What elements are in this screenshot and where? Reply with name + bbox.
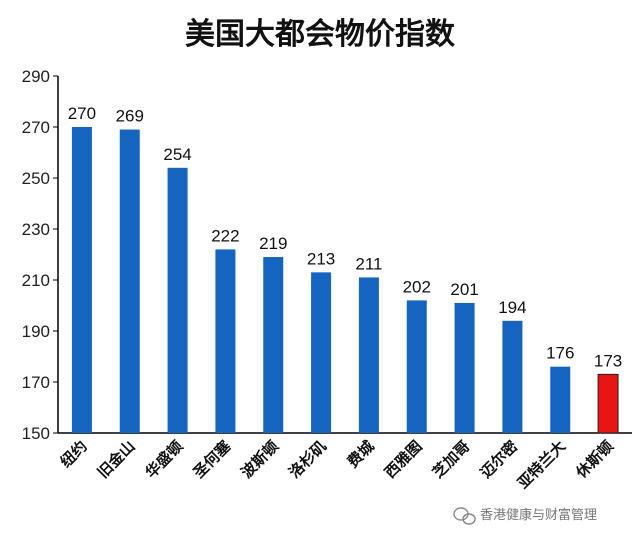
value-label: 213 — [307, 249, 335, 268]
bar — [358, 277, 379, 433]
bar — [597, 373, 619, 434]
category-label: 旧金山 — [94, 437, 139, 482]
category-label: 亚特兰大 — [514, 437, 569, 492]
category-label: 费城 — [344, 437, 378, 471]
value-label: 173 — [594, 351, 622, 370]
category-label: 洛杉矶 — [285, 437, 330, 482]
bar — [454, 302, 475, 433]
bar — [311, 272, 332, 433]
y-tick-label: 270 — [22, 118, 50, 137]
y-tick-label: 190 — [22, 322, 50, 341]
bar — [502, 320, 523, 433]
y-tick-label: 290 — [22, 67, 50, 86]
value-label: 222 — [211, 226, 239, 245]
value-label: 176 — [546, 344, 574, 363]
category-label: 迈尔密 — [477, 437, 522, 482]
chart-title: 美国大都会物价指数 — [185, 17, 456, 52]
bars — [71, 127, 619, 434]
value-labels: 270 269 254 222 219 213 211 202 201 194 176 173 — [68, 104, 623, 370]
bar — [119, 129, 140, 434]
value-label: 254 — [163, 145, 191, 164]
y-tick-label: 230 — [22, 220, 50, 239]
chart-axes — [57, 76, 632, 434]
y-tick-label: 150 — [22, 424, 50, 443]
category-label: 华盛顿 — [142, 437, 187, 482]
category-label: 休斯顿 — [572, 437, 617, 482]
bar — [71, 127, 92, 433]
wechat-icon — [453, 507, 476, 525]
watermark: 香港健康与财富管理 — [453, 507, 597, 525]
bar — [550, 366, 571, 433]
bar — [406, 300, 427, 433]
value-label: 269 — [116, 107, 144, 126]
value-label: 201 — [450, 280, 478, 299]
category-label: 纽约 — [57, 437, 91, 471]
category-label: 波斯顿 — [238, 437, 283, 482]
category-label: 圣何塞 — [189, 436, 235, 482]
category-label: 西雅图 — [381, 437, 426, 482]
value-label: 202 — [403, 277, 431, 296]
value-label: 219 — [259, 234, 287, 253]
y-tick-label: 210 — [22, 271, 50, 290]
y-tick-label: 250 — [22, 169, 50, 188]
value-label: 194 — [498, 298, 526, 317]
bar — [263, 257, 284, 433]
bar — [215, 249, 236, 433]
bar — [167, 167, 188, 434]
watermark-text: 香港健康与财富管理 — [480, 507, 597, 523]
value-label: 211 — [355, 254, 382, 273]
y-axis-ticks: 150 170 190 210 230 250 270 290 — [22, 67, 58, 443]
value-label: 270 — [68, 104, 96, 123]
y-tick-label: 170 — [22, 373, 50, 392]
category-label: 芝加哥 — [429, 437, 474, 482]
